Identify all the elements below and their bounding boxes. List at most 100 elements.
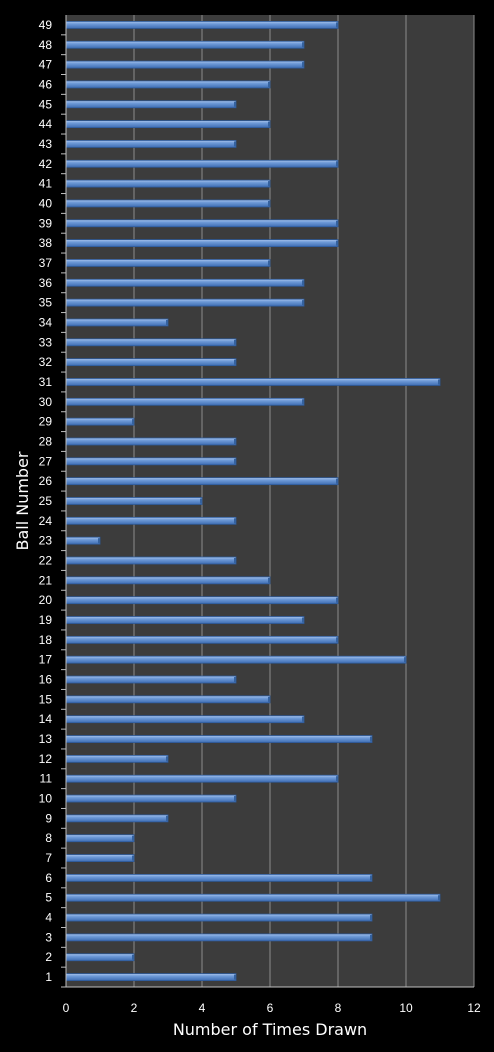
y-tick-label: 12 bbox=[39, 752, 53, 766]
bar-end-cap bbox=[268, 200, 270, 206]
bar-end-cap bbox=[370, 736, 372, 742]
y-tick-labels: 1234567891011121314151617181920212223242… bbox=[39, 18, 66, 988]
bar-ball-42 bbox=[65, 159, 339, 168]
bar-end-cap bbox=[166, 319, 168, 325]
y-tick-label: 9 bbox=[45, 811, 52, 825]
bar-ball-39 bbox=[65, 219, 339, 228]
bar-ball-29 bbox=[65, 417, 135, 426]
bar-ball-16 bbox=[65, 675, 237, 684]
y-tick-label: 37 bbox=[39, 256, 53, 270]
y-tick-label: 48 bbox=[39, 38, 53, 52]
y-tick-label: 19 bbox=[39, 613, 53, 627]
bar-ball-13 bbox=[65, 735, 373, 743]
bar-ball-19 bbox=[65, 616, 305, 624]
bar-end-cap bbox=[234, 359, 236, 365]
y-tick-label: 18 bbox=[39, 633, 53, 647]
y-tick-label: 7 bbox=[45, 851, 52, 865]
bar-end-cap bbox=[268, 696, 270, 702]
bar-end-cap bbox=[370, 875, 372, 881]
bar-end-cap bbox=[438, 895, 440, 901]
bar-ball-15 bbox=[65, 695, 271, 704]
x-tick-label: 10 bbox=[399, 1001, 413, 1015]
bar-end-cap bbox=[234, 438, 236, 444]
bar-end-cap bbox=[302, 399, 304, 405]
bar-ball-9 bbox=[65, 814, 169, 823]
bar-end-cap bbox=[302, 716, 304, 722]
y-tick-label: 32 bbox=[39, 355, 53, 369]
bar-ball-25 bbox=[65, 497, 203, 505]
bar-ball-10 bbox=[65, 794, 237, 803]
bar-ball-34 bbox=[65, 318, 169, 327]
bar-ball-18 bbox=[65, 635, 339, 644]
bar-ball-47 bbox=[65, 60, 305, 69]
y-tick-label: 22 bbox=[39, 554, 53, 568]
y-tick-label: 5 bbox=[45, 891, 52, 905]
y-tick-label: 39 bbox=[39, 216, 53, 230]
bar-ball-35 bbox=[65, 298, 305, 307]
bar-ball-27 bbox=[65, 457, 237, 466]
y-tick-label: 49 bbox=[39, 18, 53, 32]
y-tick-label: 17 bbox=[39, 653, 53, 667]
bar-ball-49 bbox=[65, 21, 339, 29]
bar-end-cap bbox=[234, 796, 236, 802]
y-tick-label: 15 bbox=[39, 692, 53, 706]
x-tick-label: 0 bbox=[63, 1001, 70, 1015]
bar-ball-11 bbox=[65, 774, 339, 783]
bar-end-cap bbox=[268, 577, 270, 583]
y-tick-label: 38 bbox=[39, 236, 53, 250]
y-tick-label: 36 bbox=[39, 276, 53, 290]
y-axis-title: Ball Number bbox=[13, 451, 32, 550]
bar-end-cap bbox=[268, 181, 270, 187]
bar-ball-30 bbox=[65, 397, 305, 406]
bar-end-cap bbox=[132, 419, 134, 425]
bar-end-cap bbox=[166, 756, 168, 762]
bar-end-cap bbox=[336, 240, 338, 246]
bar-ball-26 bbox=[65, 477, 339, 486]
y-tick-label: 31 bbox=[39, 375, 53, 389]
y-tick-label: 16 bbox=[39, 673, 53, 687]
bar-ball-3 bbox=[65, 933, 373, 942]
bar-ball-45 bbox=[65, 100, 237, 109]
bar-end-cap bbox=[234, 141, 236, 147]
y-tick-label: 23 bbox=[39, 534, 53, 548]
y-tick-label: 44 bbox=[39, 117, 53, 131]
bar-end-cap bbox=[200, 498, 202, 504]
bars bbox=[65, 21, 441, 981]
x-tick-labels: 0 2 4 6 8 10 12 bbox=[63, 1001, 481, 1015]
y-tick-label: 1 bbox=[45, 970, 52, 984]
bar-end-cap bbox=[234, 101, 236, 107]
bar-ball-1 bbox=[65, 973, 237, 981]
y-tick-label: 14 bbox=[39, 712, 53, 726]
bar-end-cap bbox=[370, 915, 372, 921]
bar-ball-31 bbox=[65, 378, 441, 386]
bar-end-cap bbox=[404, 657, 406, 663]
bar-end-cap bbox=[234, 558, 236, 564]
y-tick-label: 30 bbox=[39, 395, 53, 409]
bar-ball-17 bbox=[65, 655, 407, 664]
bar-ball-20 bbox=[65, 596, 339, 605]
bar-end-cap bbox=[234, 974, 236, 980]
bar-ball-14 bbox=[65, 715, 305, 724]
x-axis-title: Number of Times Drawn bbox=[173, 1020, 367, 1039]
bar-ball-2 bbox=[65, 953, 135, 962]
y-tick-label: 4 bbox=[45, 911, 52, 925]
bar-ball-44 bbox=[65, 120, 271, 129]
bar-ball-40 bbox=[65, 199, 271, 208]
y-tick-label: 42 bbox=[39, 157, 53, 171]
bar-ball-37 bbox=[65, 259, 271, 267]
bar-end-cap bbox=[370, 934, 372, 940]
bar-end-cap bbox=[302, 62, 304, 68]
y-tick-label: 13 bbox=[39, 732, 53, 746]
y-tick-label: 43 bbox=[39, 137, 53, 151]
y-tick-label: 25 bbox=[39, 494, 53, 508]
y-tick-label: 24 bbox=[39, 514, 53, 528]
bar-end-cap bbox=[234, 677, 236, 683]
bar-ball-38 bbox=[65, 239, 339, 248]
bar-ball-28 bbox=[65, 437, 237, 446]
bar-end-cap bbox=[268, 260, 270, 266]
y-tick-label: 6 bbox=[45, 871, 52, 885]
y-tick-label: 26 bbox=[39, 474, 53, 488]
bar-ball-33 bbox=[65, 338, 237, 347]
bar-end-cap bbox=[336, 776, 338, 782]
y-tick-label: 27 bbox=[39, 454, 53, 468]
